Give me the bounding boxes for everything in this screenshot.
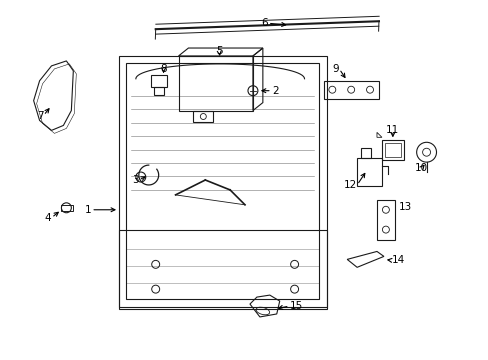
Text: 12: 12 bbox=[343, 180, 356, 190]
Text: 3: 3 bbox=[132, 175, 139, 185]
Text: 6: 6 bbox=[261, 18, 267, 28]
Text: 14: 14 bbox=[391, 255, 404, 265]
Text: 2: 2 bbox=[271, 86, 278, 96]
Text: 11: 11 bbox=[386, 125, 399, 135]
Text: 5: 5 bbox=[215, 46, 222, 56]
Text: 1: 1 bbox=[84, 205, 91, 215]
Text: 4: 4 bbox=[45, 213, 51, 223]
Text: 15: 15 bbox=[289, 301, 302, 311]
Text: 7: 7 bbox=[37, 111, 43, 121]
Text: 13: 13 bbox=[398, 202, 411, 212]
Text: 10: 10 bbox=[414, 163, 427, 173]
Text: 9: 9 bbox=[332, 64, 339, 74]
Text: 8: 8 bbox=[160, 64, 166, 74]
